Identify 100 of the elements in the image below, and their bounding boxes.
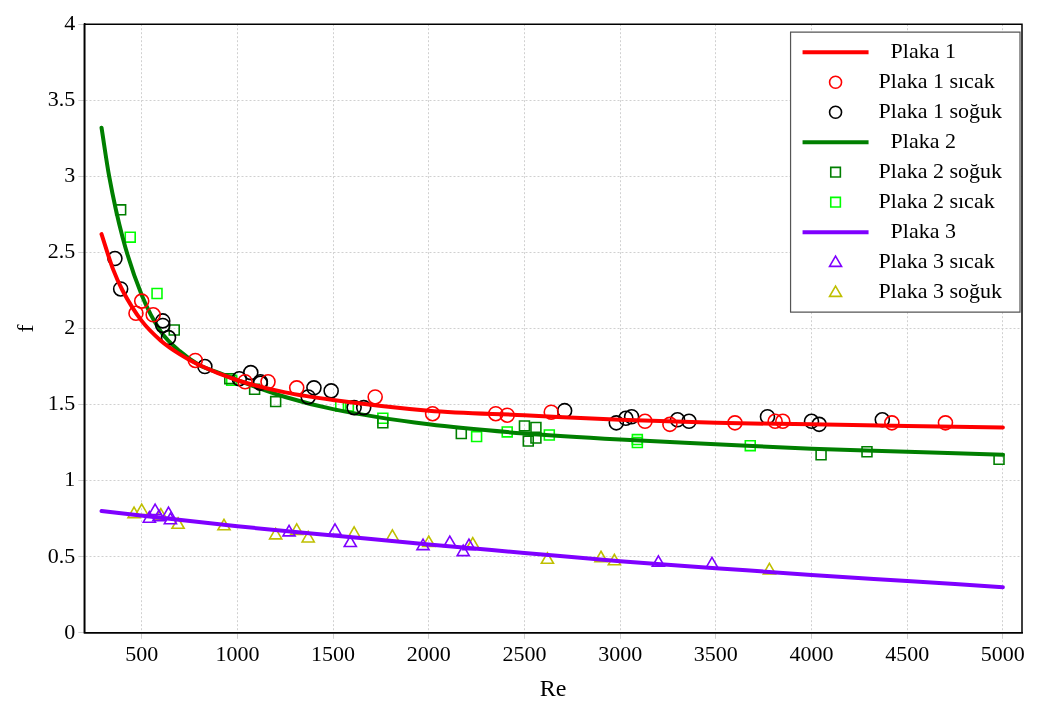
- point: [540, 551, 555, 565]
- point: [594, 550, 608, 563]
- point: [637, 413, 653, 430]
- point: [727, 415, 743, 431]
- point: [346, 399, 362, 416]
- point: [154, 317, 171, 334]
- legend-label: Plaka 3: [890, 217, 956, 243]
- point: [269, 395, 282, 408]
- point: [543, 404, 560, 420]
- point: [197, 358, 213, 375]
- point: [187, 352, 204, 369]
- y-axis-title: f: [11, 324, 38, 333]
- point: [124, 231, 136, 243]
- point: [884, 415, 900, 431]
- legend-label: Plaka 2 sıcak: [878, 187, 995, 213]
- y-tick-label: 2: [64, 314, 76, 340]
- y-tick-label: 3.5: [47, 86, 76, 112]
- point: [107, 250, 123, 267]
- x-tick-label: 4500: [885, 640, 930, 666]
- point: [217, 518, 231, 531]
- x-tick-label: 500: [125, 640, 159, 666]
- legend-label: Plaka 2 soğuk: [878, 157, 1003, 183]
- point: [522, 435, 535, 447]
- point: [501, 426, 513, 438]
- y-tick-label: 3: [64, 162, 76, 188]
- point: [416, 538, 430, 551]
- legend-label: Plaka 3 sıcak: [878, 247, 995, 273]
- point: [530, 421, 542, 434]
- x-tick-label: 3000: [598, 640, 643, 666]
- x-tick-label: 4000: [789, 640, 834, 666]
- point: [163, 512, 178, 525]
- point: [662, 416, 678, 433]
- point: [487, 405, 504, 422]
- point: [289, 523, 304, 536]
- x-tick-label: 2500: [502, 640, 547, 666]
- point: [499, 407, 516, 424]
- y-tick-label: 0: [64, 618, 76, 644]
- point: [774, 413, 791, 430]
- point: [268, 527, 283, 540]
- point: [148, 503, 162, 516]
- point: [231, 370, 248, 387]
- x-tick-label: 1500: [311, 640, 356, 666]
- x-axis-title: Re: [539, 674, 567, 701]
- legend-label: Plaka 1: [890, 37, 956, 63]
- point: [543, 429, 556, 441]
- point: [681, 413, 697, 430]
- point: [767, 413, 783, 430]
- point: [623, 408, 640, 425]
- point: [242, 364, 259, 381]
- legend-label: Plaka 3 soğuk: [878, 277, 1003, 303]
- point: [456, 544, 471, 557]
- point: [651, 555, 666, 568]
- y-tick-label: 1.5: [47, 390, 76, 416]
- y-tick-label: 0.5: [47, 542, 76, 568]
- point: [151, 287, 163, 300]
- point: [300, 389, 316, 405]
- x-tick-label: 2000: [406, 640, 451, 666]
- point: [355, 399, 372, 416]
- y-tick-label: 1: [64, 466, 76, 492]
- y-tick-label: 4: [64, 9, 76, 35]
- point: [762, 562, 777, 575]
- point: [114, 204, 127, 216]
- point: [861, 445, 873, 458]
- point: [803, 413, 820, 430]
- point: [306, 380, 322, 396]
- point: [145, 307, 161, 323]
- point: [607, 553, 622, 566]
- point: [705, 556, 719, 569]
- point: [237, 373, 253, 390]
- point: [282, 524, 296, 537]
- point: [288, 380, 305, 396]
- legend-label: Plaka 1 soğuk: [878, 97, 1003, 123]
- point: [154, 313, 171, 329]
- point: [112, 281, 129, 297]
- y-tick-label: 2.5: [47, 238, 76, 264]
- x-tick-label: 5000: [980, 640, 1025, 666]
- point: [744, 439, 757, 452]
- x-tick-label: 1000: [215, 640, 260, 666]
- point: [171, 516, 185, 530]
- point: [424, 405, 441, 422]
- point: [937, 415, 954, 431]
- point: [168, 324, 180, 336]
- point: [142, 510, 157, 523]
- point: [367, 389, 383, 405]
- point: [328, 523, 342, 536]
- point: [260, 373, 276, 390]
- point: [669, 411, 686, 428]
- point: [128, 305, 144, 322]
- point: [161, 506, 176, 519]
- legend-label: Plaka 2: [890, 127, 956, 153]
- point: [518, 420, 531, 432]
- point: [618, 410, 634, 427]
- point: [301, 530, 316, 543]
- x-tick-label: 3500: [693, 640, 738, 666]
- point: [811, 416, 827, 433]
- point: [127, 506, 141, 519]
- point: [442, 535, 457, 548]
- point: [470, 430, 483, 443]
- point: [874, 411, 891, 428]
- point: [133, 293, 150, 309]
